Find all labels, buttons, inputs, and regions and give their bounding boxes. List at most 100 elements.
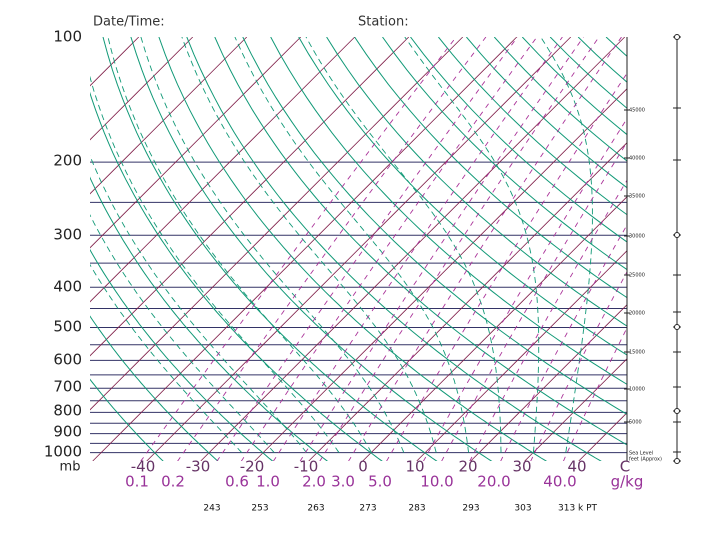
dry-adiabat <box>521 37 627 136</box>
altitude-label: 20000 <box>629 311 645 317</box>
isotherm <box>0 37 85 461</box>
potential-temperature-label: 253 <box>251 504 268 514</box>
pressure-label: 400 <box>53 278 82 296</box>
pressure-label: 800 <box>53 402 82 420</box>
dry-adiabat <box>438 37 627 216</box>
temperature-label: -40 <box>131 458 156 476</box>
isotherm <box>90 37 356 303</box>
mixing-ratio-line <box>469 179 627 461</box>
isotherm <box>416 250 627 461</box>
mixing-ratio-line <box>423 117 627 461</box>
pressure-label: 100 <box>53 28 82 46</box>
sea-level-label: Sea Level <box>629 451 653 457</box>
altitude-label: 25000 <box>629 273 645 279</box>
altitude-label: 45000 <box>629 108 645 114</box>
pressure-label: 500 <box>53 318 82 336</box>
isotherm <box>200 37 626 461</box>
moist-adiabat <box>90 154 307 453</box>
mixing-ratio-label: 20.0 <box>477 473 510 491</box>
dry-adiabat <box>549 37 627 109</box>
dry-adiabat <box>90 176 329 461</box>
moist-adiabat <box>90 75 340 453</box>
dry-adiabat <box>90 378 164 461</box>
mixing-ratio-line <box>562 326 627 461</box>
pressure-label: 300 <box>53 226 82 244</box>
pressure-unit: mb <box>60 460 81 475</box>
isotherm <box>90 37 248 195</box>
isotherm <box>362 196 627 461</box>
mixing-ratio-line <box>348 37 622 461</box>
potential-temperature-label: 303 <box>514 504 531 514</box>
isotherm <box>308 142 627 461</box>
temperature-label: 0 <box>358 458 368 476</box>
mixing-ratio-line <box>177 37 487 461</box>
dry-adiabat <box>410 37 627 243</box>
pressure-label: 1000 <box>44 443 82 461</box>
station-label: Station: <box>358 15 409 30</box>
moist-adiabat <box>234 37 470 453</box>
moist-adiabat <box>140 37 405 453</box>
moist-adiabat <box>404 37 540 453</box>
temperature-label: 30 <box>512 458 531 476</box>
temperature-label: 20 <box>458 458 477 476</box>
pressure-label: 600 <box>53 351 82 369</box>
bar-marker <box>674 458 680 464</box>
mixing-ratio-label: 3.0 <box>331 473 355 491</box>
bar-marker <box>674 34 680 40</box>
temperature-label: -30 <box>186 458 211 476</box>
dry-adiabat <box>270 37 627 385</box>
dry-adiabat <box>186 37 602 461</box>
isotherm <box>633 37 720 461</box>
temperature-unit: C <box>620 458 630 476</box>
mixing-ratio-label: 0.6 <box>225 473 249 491</box>
pressure-label: 900 <box>53 423 82 441</box>
moist-adiabat <box>181 37 437 453</box>
isotherm <box>90 37 302 249</box>
mixing-ratio-label: 2.0 <box>302 473 326 491</box>
dry-adiabat <box>130 37 493 461</box>
dry-adiabat <box>354 37 627 299</box>
mixing-ratio-label: 40.0 <box>543 473 576 491</box>
mixing-ratio-line <box>441 141 627 461</box>
mixing-ratio-line <box>240 37 538 461</box>
dry-adiabat <box>90 91 383 461</box>
altitude-label: 5000 <box>629 420 642 426</box>
dry-adiabat <box>90 248 274 461</box>
bar-marker <box>674 232 680 238</box>
mixing-ratio-line <box>272 37 563 461</box>
dry-adiabat <box>493 37 627 162</box>
dry-adiabat <box>102 37 438 461</box>
potential-temperature-label: 263 <box>307 504 324 514</box>
isotherm <box>254 88 627 461</box>
mixing-ratio-line <box>319 37 600 461</box>
dry-adiabat <box>242 37 627 415</box>
dry-adiabat <box>382 37 627 271</box>
mixing-ratio-unit: g/kg <box>611 473 644 491</box>
isotherm <box>90 37 464 411</box>
mixing-ratio-line <box>530 270 627 461</box>
potential-temperature-label: 283 <box>408 504 425 514</box>
potential-temperature-label: 243 <box>203 504 220 514</box>
temperature-label: -20 <box>240 458 265 476</box>
isotherm <box>470 304 627 461</box>
dry-adiabat <box>326 37 627 327</box>
altitude-label: 40000 <box>629 156 645 162</box>
isotherm <box>146 37 572 461</box>
altitude-label: 10000 <box>629 387 645 393</box>
isotherm <box>524 358 627 461</box>
moist-adiabat <box>540 37 593 453</box>
moist-adiabat <box>107 37 372 453</box>
mixing-ratio-line <box>216 37 518 461</box>
altitude-label: 15000 <box>629 350 645 356</box>
mixing-ratio-label: 0.2 <box>161 473 185 491</box>
dry-adiabat <box>605 37 627 57</box>
potential-temperature-label: 273 <box>359 504 376 514</box>
dry-adiabat <box>90 315 219 461</box>
temperature-label: 40 <box>567 458 586 476</box>
isotherm <box>90 37 194 141</box>
sea-level-label: feet (Approx) <box>629 457 662 463</box>
temperature-label: -10 <box>294 458 319 476</box>
mixing-ratio-label: 10.0 <box>420 473 453 491</box>
altitude-label: 30000 <box>629 234 645 240</box>
